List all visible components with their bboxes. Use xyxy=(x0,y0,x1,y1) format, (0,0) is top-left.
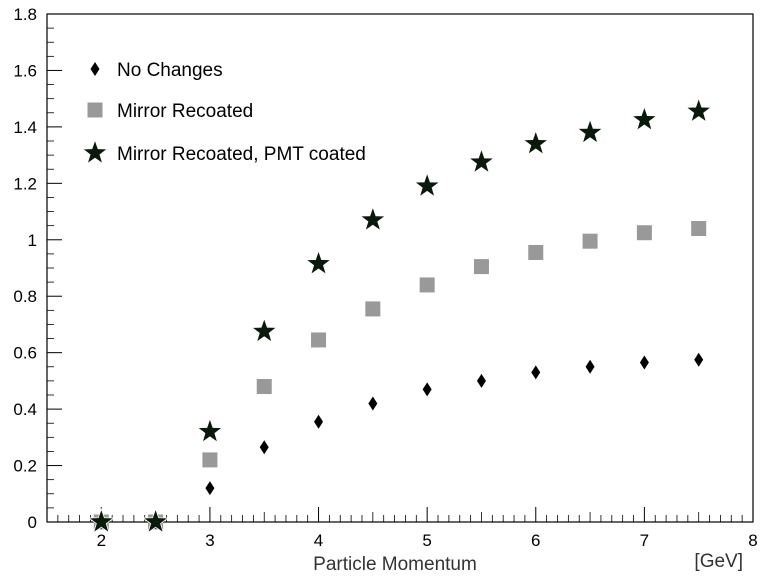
data-point-diamond xyxy=(639,355,649,370)
y-tick-label: 1 xyxy=(28,231,37,250)
y-tick-label: 1.4 xyxy=(13,118,37,137)
y-tick-label: 1.6 xyxy=(13,61,37,80)
data-point-star xyxy=(467,147,495,174)
data-point-star xyxy=(685,97,713,123)
data-point-star xyxy=(522,129,550,156)
tick-labels: 2 3 4 5 6 7 8 0 0.2 0.4 0.6 0.8 1 1.2 1.4 1.6 1.8 xyxy=(13,5,757,550)
data-point-diamond xyxy=(531,365,541,380)
data-point-diamond xyxy=(585,359,595,374)
legend-label: No Changes xyxy=(117,60,223,81)
legend-marker-diamond xyxy=(90,62,100,76)
legend-marker-square xyxy=(87,102,103,118)
data-point-diamond xyxy=(476,373,486,388)
legend-marker-star xyxy=(81,138,109,165)
legend: No Changes Mirror Recoated Mirror Recoated… xyxy=(81,60,366,165)
data-point-diamond xyxy=(368,396,378,411)
y-tick-label: 0.6 xyxy=(13,344,37,363)
x-tick-label: 8 xyxy=(748,531,757,550)
data-point-square xyxy=(202,452,218,468)
data-point-star xyxy=(359,205,387,232)
data-point-square xyxy=(256,379,272,395)
data-point-square xyxy=(311,332,327,348)
x-axis-unit-label: [GeV] xyxy=(694,551,743,572)
series-star xyxy=(87,97,713,534)
x-tick-label: 2 xyxy=(97,531,106,550)
x-tick-label: 6 xyxy=(531,531,540,550)
data-point-square xyxy=(582,233,598,249)
x-axis-title: Particle Momentum xyxy=(313,554,477,575)
data-point-diamond xyxy=(694,352,704,367)
y-tick-label: 0.2 xyxy=(13,457,37,476)
data-point-star xyxy=(250,317,278,344)
data-point-star xyxy=(87,507,115,534)
data-point-diamond xyxy=(259,440,269,455)
x-tick-label: 3 xyxy=(205,531,214,550)
data-point-square xyxy=(691,220,707,236)
y-tick-label: 0.8 xyxy=(13,287,37,306)
x-tick-label: 4 xyxy=(314,531,323,550)
x-tick-label: 7 xyxy=(640,531,649,550)
data-point-square xyxy=(365,301,381,317)
data-point-star xyxy=(630,105,658,132)
y-tick-label: 1.8 xyxy=(13,5,37,24)
data-point-diamond xyxy=(314,414,324,429)
y-tick-label: 1.2 xyxy=(13,174,37,193)
data-point-square xyxy=(419,277,435,293)
data-point-square xyxy=(636,225,652,241)
data-point-diamond xyxy=(422,382,432,397)
data-point-square xyxy=(528,244,544,260)
y-tick-label: 0 xyxy=(28,513,37,532)
data-point-star xyxy=(413,171,441,198)
x-tick-label: 5 xyxy=(422,531,431,550)
data-point-star xyxy=(576,118,604,145)
legend-label: Mirror Recoated xyxy=(117,101,253,122)
data-point-star xyxy=(196,417,224,444)
y-tick-label: 0.4 xyxy=(13,400,37,419)
data-point-star xyxy=(305,249,333,276)
legend-label: Mirror Recoated, PMT coated xyxy=(117,144,366,165)
data-point-diamond xyxy=(205,481,215,496)
data-point-star xyxy=(142,507,170,534)
series-layer xyxy=(87,97,713,534)
ticks xyxy=(46,13,754,523)
data-point-square xyxy=(473,259,489,275)
